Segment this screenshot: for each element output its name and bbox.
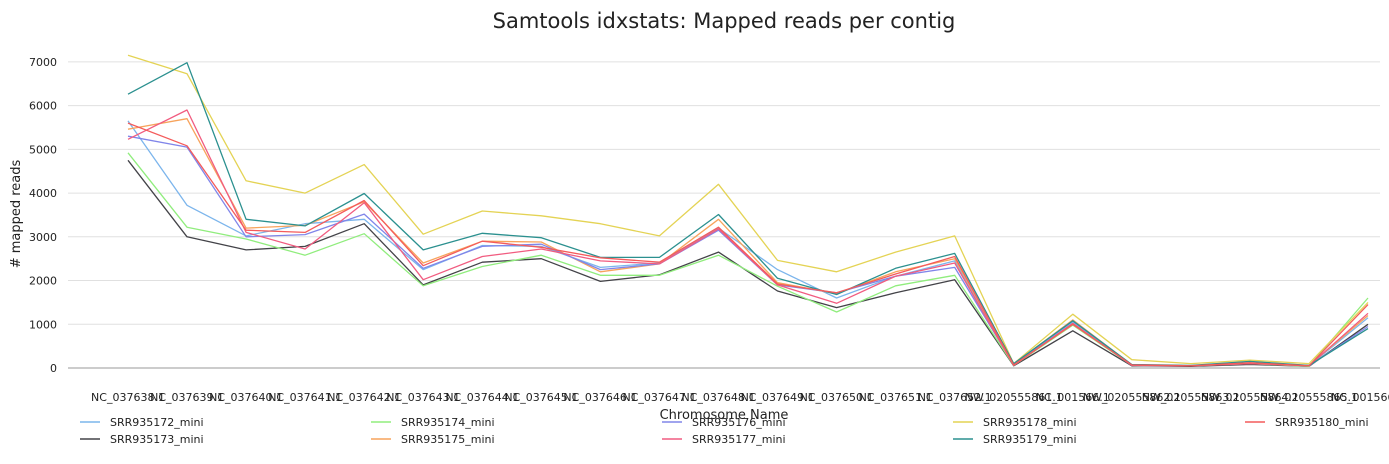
x-tick-label: NC_037648.1: [682, 391, 756, 404]
legend-item[interactable]: SRR935180_mini: [1245, 416, 1369, 429]
y-tick-label: 0: [50, 362, 57, 375]
legend-item[interactable]: SRR935177_mini: [662, 433, 786, 446]
legend-label: SRR935177_mini: [692, 433, 786, 446]
x-tick-label: NC_037647.1: [622, 391, 696, 404]
legend-item[interactable]: SRR935173_mini: [80, 433, 204, 446]
series-line: [127, 54, 1369, 365]
grid-lines: [68, 61, 1380, 369]
series-line: [127, 122, 1369, 367]
legend-label: SRR935175_mini: [401, 433, 495, 446]
legend-item[interactable]: SRR935175_mini: [371, 433, 495, 446]
legend-label: SRR935178_mini: [983, 416, 1077, 429]
y-axis-ticks: 0 1000 2000 3000 4000 5000 6000 7000: [29, 56, 57, 375]
x-tick-label: NW_020555863.1: [1142, 391, 1240, 404]
legend-label: SRR935176_mini: [692, 416, 786, 429]
y-tick-label: 7000: [29, 56, 57, 69]
x-tick-label: NC_037651.1: [859, 391, 933, 404]
legend-label: SRR935173_mini: [110, 433, 204, 446]
x-tick-label: NC_037643.1: [386, 391, 460, 404]
x-tick-label: NW_020555864.1: [1201, 391, 1299, 404]
y-tick-label: 2000: [29, 275, 57, 288]
x-tick-label: NC_037649.1: [741, 391, 815, 404]
legend-item[interactable]: SRR935172_mini: [80, 416, 204, 429]
series-line: [127, 62, 1369, 367]
legend: SRR935172_mini SRR935173_mini SRR935174_mi…: [80, 416, 1369, 446]
x-tick-label: NC_037640.1: [209, 391, 283, 404]
x-axis-ticks: NC_037638.1NC_037639.1NC_037640.1NC_0376…: [91, 391, 1389, 404]
x-tick-label: NC_037645.1: [504, 391, 578, 404]
x-tick-label: NW_020555862.1: [1083, 391, 1181, 404]
x-tick-label: NC_037644.1: [445, 391, 519, 404]
legend-item[interactable]: SRR935176_mini: [662, 416, 786, 429]
x-tick-label: NC_037639.1: [150, 391, 224, 404]
legend-item[interactable]: SRR935174_mini: [371, 416, 495, 429]
series-lines: [127, 54, 1369, 367]
x-tick-label: NC_037646.1: [563, 391, 637, 404]
legend-label: SRR935172_mini: [110, 416, 204, 429]
x-tick-label: NC_037652.1: [918, 391, 992, 404]
x-tick-label: NC_037638.1: [91, 391, 165, 404]
y-axis-label: # mapped reads: [9, 159, 24, 268]
x-tick-label: NC_001566.1: [1036, 391, 1110, 404]
legend-label: SRR935174_mini: [401, 416, 495, 429]
legend-item[interactable]: SRR935179_mini: [953, 433, 1077, 446]
x-tick-label: NC_001566.1: [1331, 391, 1389, 404]
legend-item[interactable]: SRR935178_mini: [953, 416, 1077, 429]
x-tick-label: NW_020555865.1: [1260, 391, 1358, 404]
chart-title: Samtools idxstats: Mapped reads per cont…: [493, 9, 956, 33]
series-line: [127, 109, 1369, 367]
x-tick-label: NC_037642.1: [327, 391, 401, 404]
x-axis-label: Chromosome Name: [660, 408, 789, 423]
y-tick-label: 5000: [29, 143, 57, 156]
y-tick-label: 6000: [29, 100, 57, 113]
y-tick-label: 3000: [29, 231, 57, 244]
y-tick-label: 1000: [29, 318, 57, 331]
legend-label: SRR935179_mini: [983, 433, 1077, 446]
x-tick-label: NC_037650.1: [800, 391, 874, 404]
series-line: [127, 152, 1369, 367]
x-tick-label: NC_037641.1: [268, 391, 342, 404]
y-tick-label: 4000: [29, 187, 57, 200]
series-line: [127, 159, 1369, 367]
legend-label: SRR935180_mini: [1275, 416, 1369, 429]
x-tick-label: NW_020555861.1: [965, 391, 1063, 404]
